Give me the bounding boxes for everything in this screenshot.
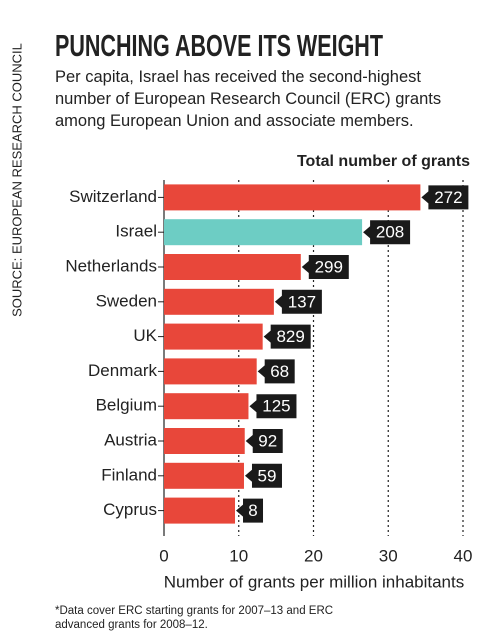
x-tick-label: 0 [159, 546, 168, 565]
bar [164, 497, 236, 524]
total-box [257, 359, 295, 384]
totals-header: Total number of grants [297, 153, 470, 170]
x-tick-label: 30 [379, 546, 398, 565]
y-tick-label: Netherlands [65, 256, 157, 275]
total-box [421, 185, 469, 210]
total-label: 137 [288, 292, 316, 311]
y-tick-label: Israel [115, 222, 157, 241]
subtitle: Per capita, Israel has received the seco… [55, 68, 442, 130]
y-tick-label: Austria [104, 430, 157, 449]
total-label: 8 [248, 501, 257, 520]
total-label: 92 [258, 431, 277, 450]
footnote: *Data cover ERC starting grants for 2007… [55, 605, 334, 631]
total-label: 208 [376, 223, 404, 242]
bar [164, 288, 274, 315]
y-tick-label: Switzerland [69, 187, 157, 206]
total-label: 299 [315, 257, 343, 276]
y-tick-label: UK [133, 326, 157, 345]
x-axis-label: Number of grants per million inhabitants [164, 572, 464, 591]
total-label: 68 [270, 362, 289, 381]
x-tick-label: 10 [229, 546, 248, 565]
bar [164, 184, 421, 211]
bar [164, 393, 249, 420]
total-box [263, 324, 311, 349]
total-box [244, 463, 282, 488]
bar [164, 462, 244, 489]
total-label: 59 [258, 466, 277, 485]
bar [164, 428, 245, 454]
source: SOURCE: EUROPEAN RESEARCH COUNCIL [9, 43, 24, 317]
bar [164, 254, 301, 280]
y-tick-label: Sweden [96, 291, 157, 310]
total-box [249, 394, 297, 419]
y-tick-label: Belgium [96, 396, 157, 415]
total-label: 272 [434, 188, 462, 207]
total-box [236, 498, 264, 523]
y-tick-label: Finland [101, 465, 157, 484]
chart-title: PUNCHING ABOVE ITS WEIGHT [55, 28, 383, 63]
bar [164, 219, 363, 246]
total-label: 829 [276, 327, 304, 346]
bar [164, 358, 257, 385]
total-box [363, 220, 411, 245]
total-box [245, 429, 283, 453]
bar [164, 323, 263, 350]
total-box [274, 289, 322, 314]
x-tick-label: 40 [454, 546, 473, 565]
x-tick-label: 20 [304, 546, 323, 565]
total-box [301, 255, 349, 279]
y-tick-label: Cyprus [103, 500, 157, 519]
y-tick-label: Denmark [88, 361, 157, 380]
total-label: 125 [262, 397, 290, 416]
